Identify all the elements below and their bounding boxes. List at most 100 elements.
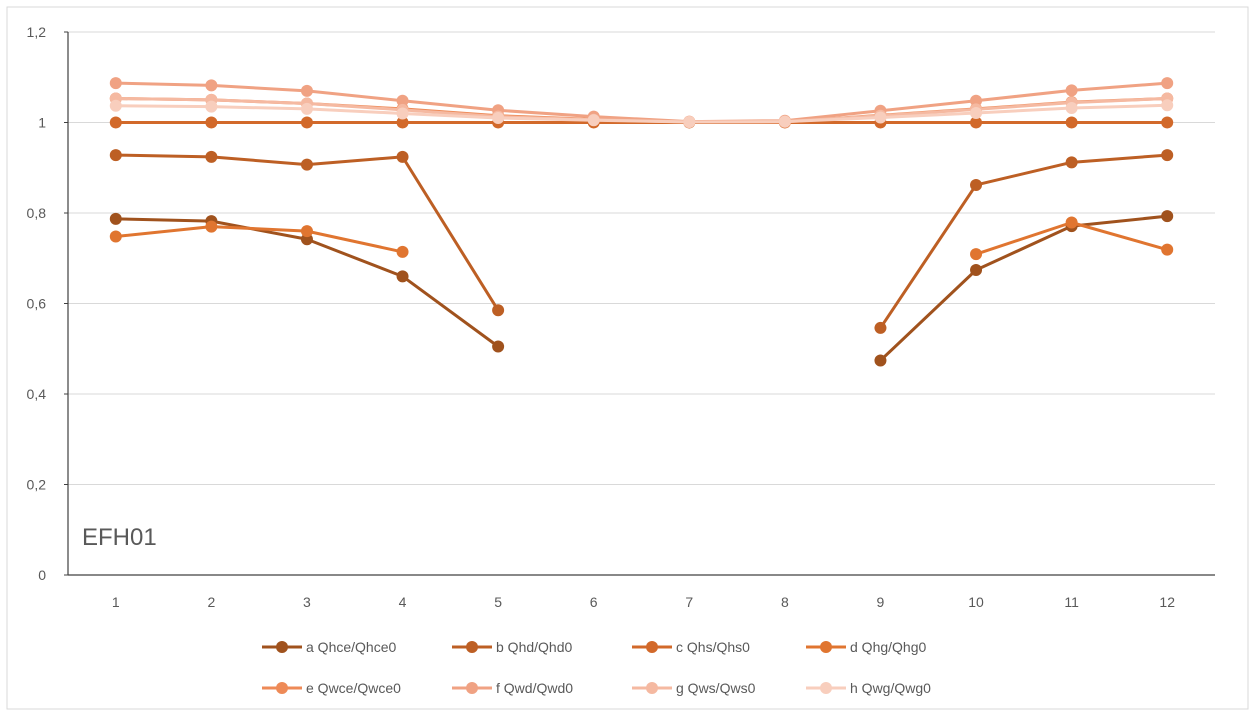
data-point — [109, 116, 122, 129]
data-point — [396, 270, 409, 283]
series-line — [115, 81, 1168, 124]
legend-swatch-marker — [820, 641, 832, 653]
data-point — [492, 111, 505, 124]
legend-item: f Qwd/Qwd0 — [452, 680, 573, 696]
series-line — [879, 153, 1168, 329]
series-2 — [109, 149, 1174, 334]
series-4 — [109, 216, 1174, 261]
data-point — [300, 225, 313, 238]
legend-label: b Qhd/Qhd0 — [496, 639, 572, 655]
legend-label: f Qwd/Qwd0 — [496, 680, 573, 696]
legend-swatch-marker — [466, 641, 478, 653]
legend-label: a Qhce/Qhce0 — [306, 639, 396, 655]
data-point — [1161, 77, 1174, 90]
y-tick-label: 0 — [38, 567, 46, 583]
data-point — [109, 230, 122, 243]
x-tick-label: 1 — [112, 594, 120, 610]
data-point — [1065, 84, 1078, 97]
series-8 — [109, 99, 1174, 129]
x-tick-label: 8 — [781, 594, 789, 610]
data-point — [1161, 243, 1174, 256]
legend-item: b Qhd/Qhd0 — [452, 639, 572, 655]
y-tick-label: 0,2 — [27, 477, 47, 493]
data-point — [874, 321, 887, 334]
data-point — [970, 178, 983, 191]
data-point — [205, 220, 218, 233]
x-tick-label: 7 — [685, 594, 693, 610]
data-point — [109, 99, 122, 112]
data-point — [300, 84, 313, 97]
data-point — [874, 354, 887, 367]
legend-label: e Qwce/Qwce0 — [306, 680, 401, 696]
data-point — [109, 212, 122, 225]
data-point — [587, 114, 600, 127]
data-point — [396, 107, 409, 120]
data-point — [970, 116, 983, 129]
data-point — [1161, 149, 1174, 162]
data-point — [970, 248, 983, 261]
x-tick-label: 3 — [303, 594, 311, 610]
data-point — [109, 149, 122, 162]
data-point — [1065, 216, 1078, 229]
x-tick-label: 11 — [1064, 594, 1079, 610]
legend-label: c Qhs/Qhs0 — [676, 639, 750, 655]
data-point — [396, 116, 409, 129]
data-point — [205, 79, 218, 92]
legend-label: g Qws/Qws0 — [676, 680, 756, 696]
legend-swatch-marker — [276, 641, 288, 653]
legend-item: d Qhg/Qhg0 — [806, 639, 926, 655]
data-point — [1065, 116, 1078, 129]
data-point — [970, 106, 983, 119]
legend-item: e Qwce/Qwce0 — [262, 680, 401, 696]
legend-swatch-marker — [276, 682, 288, 694]
data-point — [1161, 116, 1174, 129]
data-point — [300, 116, 313, 129]
data-point — [492, 340, 505, 353]
data-point — [1065, 156, 1078, 169]
data-point — [970, 94, 983, 107]
chart-annotation: EFH01 — [82, 524, 157, 551]
series-line — [115, 103, 1168, 124]
series-group — [109, 77, 1174, 367]
legend-swatch-marker — [466, 682, 478, 694]
data-point — [300, 158, 313, 171]
legend-item: a Qhce/Qhce0 — [262, 639, 396, 655]
data-point — [109, 77, 122, 90]
y-tick-label: 0,4 — [27, 386, 47, 402]
series-line — [879, 214, 1168, 362]
x-tick-label: 2 — [207, 594, 215, 610]
legend-swatch-marker — [820, 682, 832, 694]
axes: 00,20,40,60,811,21 2 3 4 5 6 7 8 9 10 11 12 — [27, 24, 1215, 610]
data-point — [205, 116, 218, 129]
data-point — [1065, 102, 1078, 115]
legend-label: d Qhg/Qhg0 — [850, 639, 926, 655]
x-tick-label: 4 — [399, 594, 407, 610]
legend-item: c Qhs/Qhs0 — [632, 639, 750, 655]
x-tick-label: 9 — [877, 594, 885, 610]
y-tick-label: 1,2 — [27, 24, 47, 40]
y-tick-label: 1 — [38, 115, 46, 131]
chart-border — [6, 6, 1249, 710]
x-tick-label: 12 — [1159, 594, 1175, 610]
x-tick-label: 6 — [590, 594, 598, 610]
data-point — [683, 116, 696, 129]
legend-item: h Qwg/Qwg0 — [806, 680, 931, 696]
legend: a Qhce/Qhce0 b Qhd/Qhd0 c Qhs/Qhs0 d Qhg/Qh… — [262, 639, 931, 696]
data-point — [396, 94, 409, 107]
data-point — [205, 100, 218, 113]
data-point — [874, 111, 887, 124]
legend-label: h Qwg/Qwg0 — [850, 680, 931, 696]
y-tick-label: 0,8 — [27, 205, 47, 221]
series-line — [115, 225, 403, 254]
data-point — [492, 304, 505, 317]
x-tick-label: 5 — [494, 594, 502, 610]
legend-item: g Qws/Qws0 — [632, 680, 756, 696]
data-point — [970, 264, 983, 277]
legend-swatch-marker — [646, 641, 658, 653]
legend-swatch-marker — [646, 682, 658, 694]
x-tick-label: 10 — [968, 594, 984, 610]
data-point — [396, 150, 409, 163]
data-point — [1161, 99, 1174, 112]
y-tick-label: 0,6 — [27, 296, 47, 312]
